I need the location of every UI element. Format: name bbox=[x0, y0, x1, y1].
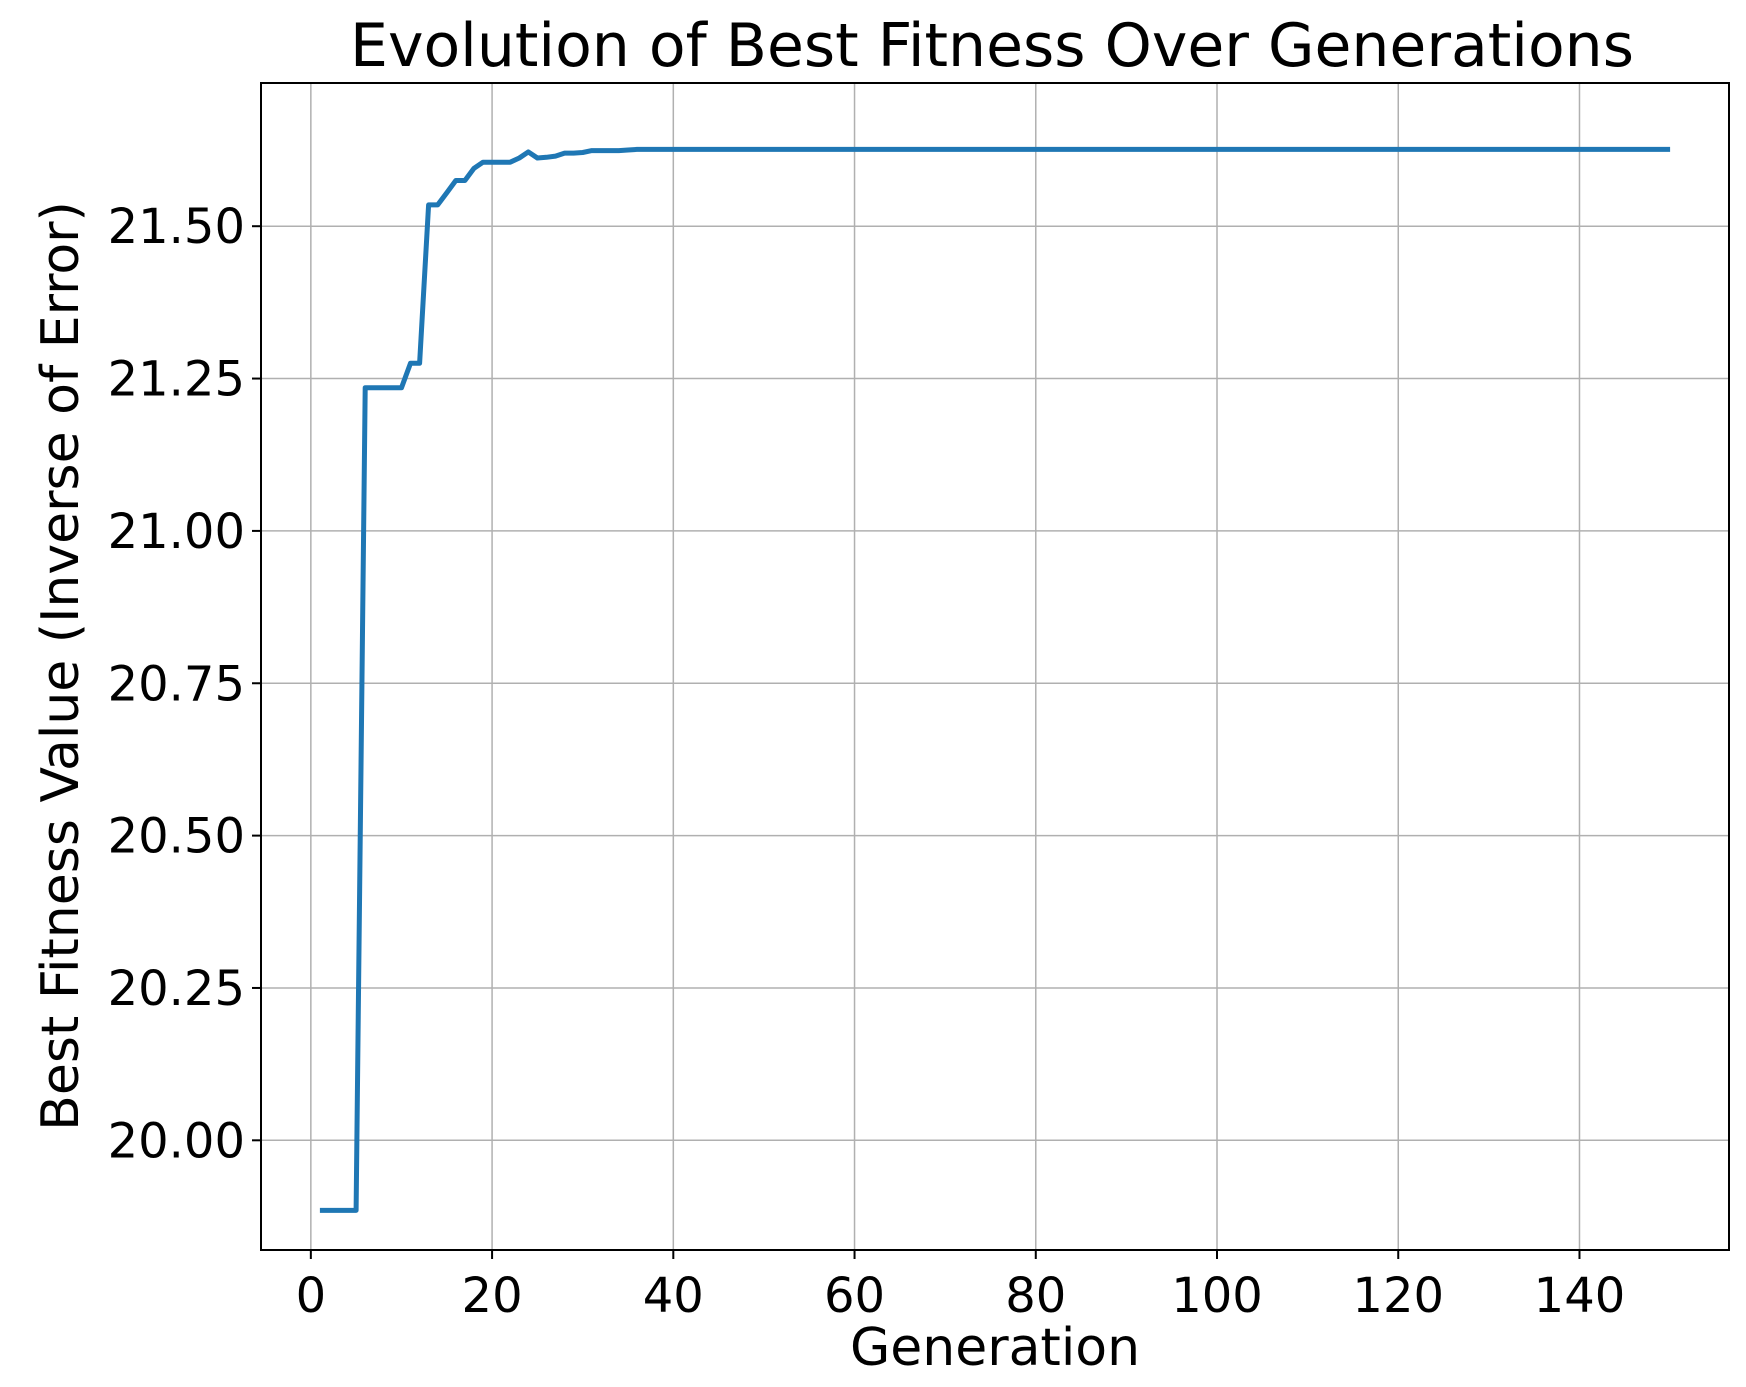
x-tick-label: 60 bbox=[824, 1268, 885, 1324]
series-layer bbox=[319, 146, 1671, 1213]
y-tick-label: 20.50 bbox=[108, 809, 245, 865]
y-tick-label: 20.75 bbox=[108, 656, 245, 712]
x-tick-label: 20 bbox=[462, 1268, 523, 1324]
y-tick-label: 21.00 bbox=[108, 504, 245, 560]
x-tick-label: 140 bbox=[1534, 1268, 1626, 1324]
x-tick-label: 100 bbox=[1171, 1268, 1263, 1324]
x-tick-label: 120 bbox=[1352, 1268, 1444, 1324]
y-tick-label: 21.25 bbox=[108, 352, 245, 408]
x-tick-label: 0 bbox=[296, 1268, 327, 1324]
x-tick-label: 40 bbox=[643, 1268, 704, 1324]
chart-title: Evolution of Best Fitness Over Generatio… bbox=[350, 11, 1634, 81]
fitness-line bbox=[319, 146, 1671, 1213]
x-tick-label: 80 bbox=[1005, 1268, 1066, 1324]
y-axis-label: Best Fitness Value (Inverse of Error) bbox=[31, 201, 91, 1131]
y-axis-ticks: 20.00 20.25 20.50 20.75 21.00 21.25 21.50 bbox=[108, 199, 261, 1169]
x-axis-label: Generation bbox=[850, 1318, 1140, 1378]
grid bbox=[261, 83, 1729, 1250]
y-tick-label: 21.50 bbox=[108, 199, 245, 255]
y-tick-label: 20.25 bbox=[108, 961, 245, 1017]
plot-frame bbox=[260, 82, 1730, 1251]
y-tick-label: 20.00 bbox=[108, 1113, 245, 1169]
x-axis-ticks: 0 20 40 60 80 100 120 140 bbox=[296, 1250, 1626, 1324]
